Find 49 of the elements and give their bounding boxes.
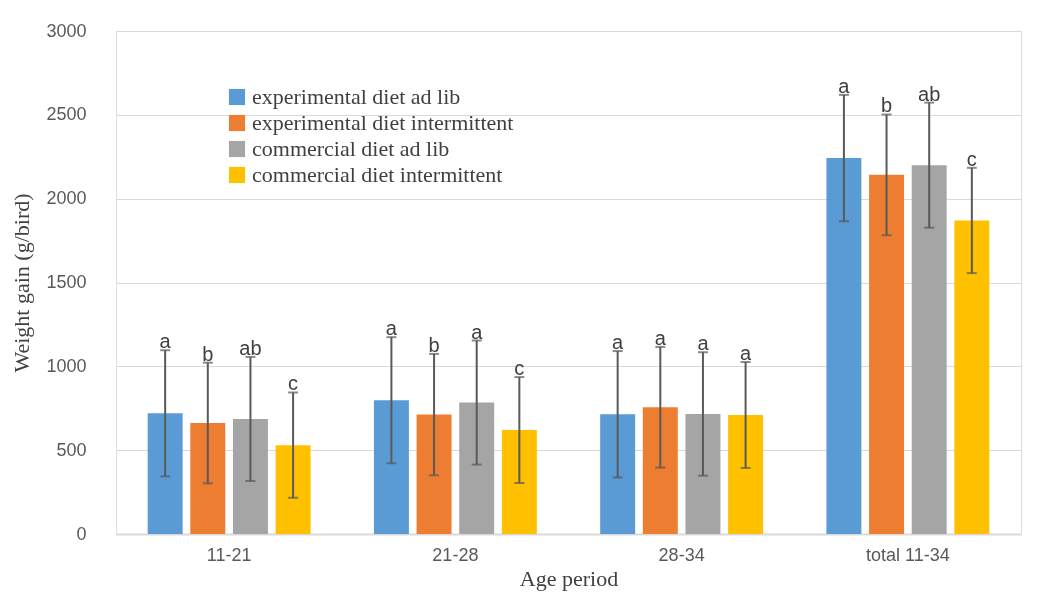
y-tick-label: 500 bbox=[56, 439, 87, 460]
data-label: a bbox=[740, 341, 753, 364]
bar bbox=[826, 158, 862, 534]
legend-label: commercial diet intermittent bbox=[252, 162, 503, 187]
legend-label: experimental diet intermittent bbox=[252, 110, 514, 135]
bar bbox=[147, 413, 183, 534]
data-label: b bbox=[202, 342, 214, 365]
legend-label: commercial diet ad lib bbox=[252, 136, 450, 161]
data-label: a bbox=[838, 74, 851, 97]
bar bbox=[869, 174, 905, 534]
bar bbox=[459, 402, 495, 534]
x-axis-title: Age period bbox=[519, 565, 619, 591]
bar bbox=[501, 430, 537, 534]
bar bbox=[190, 423, 226, 534]
bar bbox=[685, 413, 721, 534]
bar bbox=[728, 414, 764, 534]
data-label: ab bbox=[239, 336, 262, 359]
bar bbox=[911, 165, 947, 534]
bar bbox=[600, 414, 636, 534]
x-tick-label: 28-34 bbox=[658, 544, 705, 565]
data-label: b bbox=[880, 94, 893, 117]
x-tick-label: total 11-34 bbox=[866, 544, 950, 565]
data-label: ab bbox=[918, 82, 941, 105]
data-label: c bbox=[966, 147, 977, 170]
data-label: c bbox=[288, 372, 299, 395]
y-tick-label: 2000 bbox=[46, 188, 87, 209]
bar bbox=[954, 220, 990, 534]
data-label: c bbox=[514, 357, 525, 380]
data-label: a bbox=[159, 330, 172, 353]
y-tick-label: 0 bbox=[76, 523, 87, 544]
bar bbox=[373, 400, 409, 534]
y-axis-title: Weight gain (g/bird) bbox=[9, 193, 35, 373]
bar bbox=[275, 445, 311, 534]
bar bbox=[232, 418, 268, 534]
x-tick-label: 21-28 bbox=[432, 544, 479, 565]
y-tick-label: 1500 bbox=[46, 272, 87, 292]
data-label: a bbox=[654, 326, 667, 349]
x-tick-label: 11-21 bbox=[206, 544, 252, 565]
data-label: a bbox=[612, 331, 625, 354]
data-label: a bbox=[697, 332, 710, 355]
data-label: b bbox=[428, 333, 440, 356]
bar bbox=[642, 407, 678, 534]
bar bbox=[416, 414, 452, 534]
y-tick-label: 1000 bbox=[46, 355, 87, 376]
legend-label: experimental diet ad lib bbox=[252, 84, 461, 109]
y-tick-label: 3000 bbox=[46, 20, 87, 41]
data-label: a bbox=[385, 317, 398, 340]
y-tick-label: 2500 bbox=[46, 104, 87, 125]
data-label: a bbox=[471, 320, 484, 343]
